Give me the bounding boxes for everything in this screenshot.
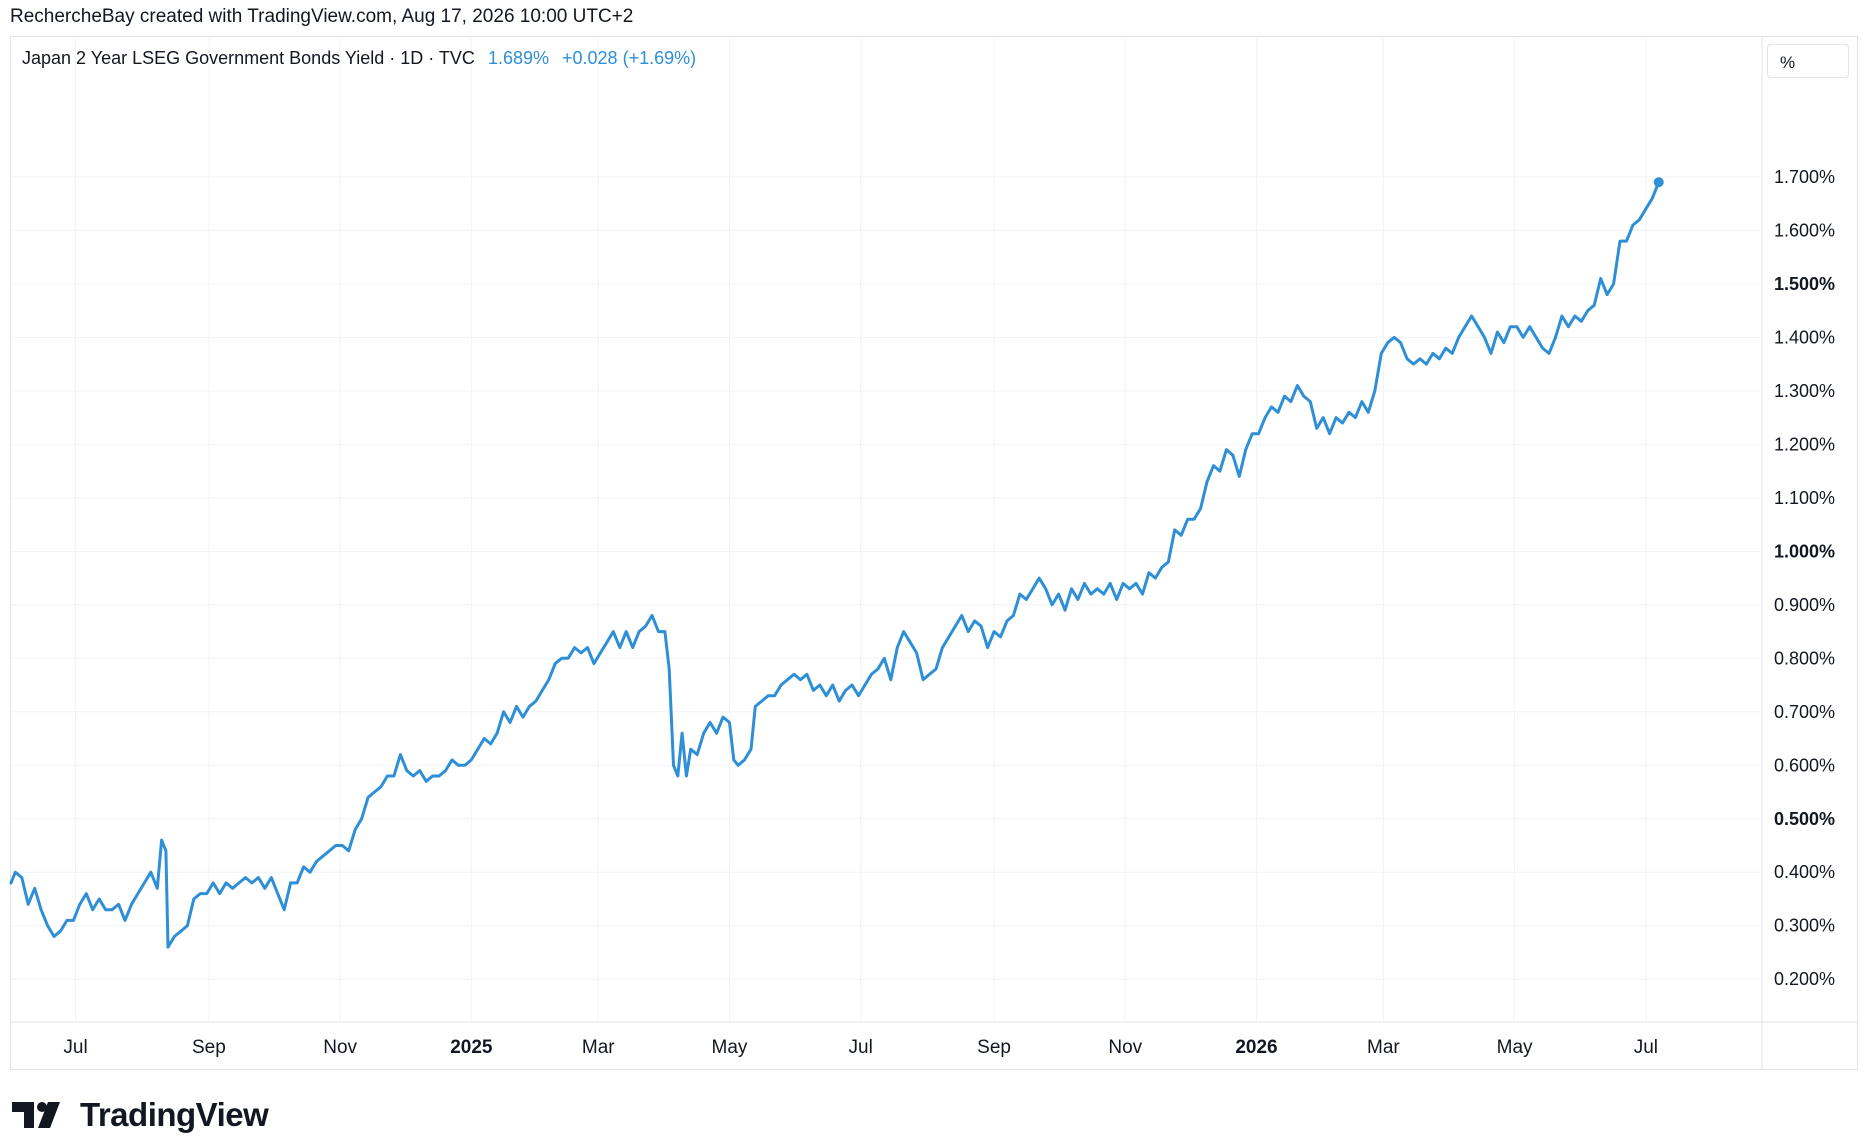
attribution-text: RechercheBay created with TradingView.co… (10, 6, 634, 27)
series-line (9, 180, 1661, 949)
last-value-marker (1653, 177, 1664, 188)
y-tick-label: 1.500% (1774, 274, 1835, 294)
y-tick-label: 0.200% (1774, 969, 1835, 989)
last-value: 1.689% (487, 48, 549, 68)
tradingview-logo-icon (12, 1102, 60, 1128)
chart-legend: Japan 2 Year LSEG Government Bonds Yield… (22, 48, 696, 69)
x-tick-label: Nov (1108, 1037, 1142, 1058)
y-tick-label: 1.100% (1774, 488, 1835, 508)
y-tick-label: 0.500% (1774, 809, 1835, 829)
change-value: +0.028 (+1.69%) (562, 48, 697, 68)
grid-lines (10, 36, 1858, 1070)
y-tick-label: 0.400% (1774, 862, 1835, 882)
x-tick-label: Jul (63, 1037, 87, 1058)
x-tick-label: Mar (1367, 1037, 1400, 1058)
y-tick-label: 0.300% (1774, 916, 1835, 936)
y-tick-label: 1.400% (1774, 327, 1835, 347)
symbol-title: Japan 2 Year LSEG Government Bonds Yield… (22, 48, 475, 68)
x-tick-label: 2026 (1235, 1037, 1277, 1058)
x-tick-label: Mar (582, 1037, 615, 1058)
x-tick-label: Jul (1634, 1037, 1658, 1058)
y-tick-label: 0.600% (1774, 755, 1835, 775)
x-tick-label: May (1497, 1037, 1533, 1058)
y-tick-label: 0.800% (1774, 648, 1835, 668)
price-scale-unit-button[interactable]: % (1767, 44, 1849, 78)
time-scale: Jul Sep Nov 2025 Mar May Jul Sep Nov 2026 Mar May Ju… (63, 1037, 1658, 1058)
chart-container[interactable] (10, 36, 1858, 1070)
unit-label: % (1780, 53, 1796, 72)
y-tick-label: 1.700% (1774, 167, 1835, 187)
tradingview-logo[interactable]: TradingView (12, 1095, 269, 1135)
x-tick-label: Sep (192, 1037, 226, 1058)
x-tick-label: Sep (977, 1037, 1011, 1058)
y-tick-label: 1.300% (1774, 381, 1835, 401)
y-tick-label: 0.900% (1774, 595, 1835, 615)
x-tick-label: 2025 (450, 1037, 493, 1058)
x-tick-label: Jul (849, 1037, 873, 1058)
y-tick-label: 1.600% (1774, 220, 1835, 240)
tradingview-logo-text: TradingView (80, 1096, 269, 1133)
price-scale: 0.200% 0.300% 0.400% 0.500% 0.600% 0.700% 0.80… (1774, 167, 1835, 989)
plot-area (9, 177, 1664, 949)
x-tick-label: May (712, 1037, 748, 1058)
x-tick-label: Nov (323, 1037, 357, 1058)
y-tick-label: 1.000% (1774, 541, 1835, 561)
y-tick-label: 1.200% (1774, 434, 1835, 454)
y-tick-label: 0.700% (1774, 702, 1835, 722)
